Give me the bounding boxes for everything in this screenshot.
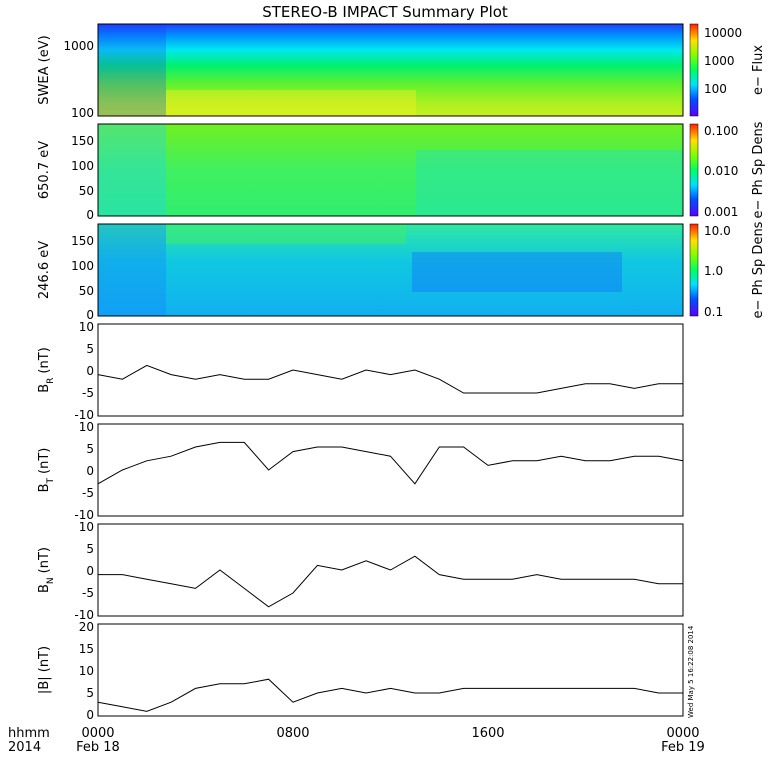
swea-high-flux-band [166, 90, 416, 116]
swea-early-dim [98, 24, 166, 116]
x-axis: hhmm 2014 0000 0800 1600 0000 Feb 18 Feb… [8, 726, 705, 755]
pad650-cbar-tick-0010: 0.010 [704, 164, 738, 178]
x-date-start: Feb 18 [76, 740, 120, 755]
swea-colorbar [689, 23, 699, 117]
swea-heatmap [98, 24, 683, 116]
swea-cbar-tick-100: 100 [704, 82, 727, 96]
pad650-colorbar [689, 123, 699, 217]
b-ytick-0: 0 [86, 708, 94, 722]
pad246-cbar-tick-01: 0.1 [704, 305, 723, 319]
bn-ytick-10: 10 [79, 520, 94, 534]
bn-series-line [98, 555, 683, 608]
pad650-late-band [416, 150, 683, 216]
x-year-label: 2014 [8, 740, 41, 755]
bn-panel: BN(nT) 10 5 0 -5 -10 [37, 520, 684, 622]
bn-ytick-m5: -5 [82, 586, 94, 600]
pad246-cbar-tick-1: 1.0 [704, 264, 723, 278]
br-series-line [97, 364, 683, 394]
br-ytick-10: 10 [79, 320, 94, 334]
bt-ylabel: BT(nT) [37, 448, 56, 493]
swea-cbar-tick-10000: 10000 [704, 26, 742, 40]
bt-ytick-m10: -10 [74, 508, 94, 522]
pad650-early-band [98, 124, 166, 216]
b-frame [97, 623, 684, 717]
b-panel: |B| (nT) 20 15 10 5 0 Wed May 5 16:22:08… [37, 620, 695, 722]
swea-ylabel: SWEA (eV) [37, 35, 52, 104]
br-ylabel: BR(nT) [37, 347, 56, 393]
pad246-frame [97, 223, 684, 317]
bt-ytick-m5: -5 [82, 486, 94, 500]
bt-ytick-10: 10 [79, 420, 94, 434]
pad246-cbar-tick-10: 10.0 [704, 224, 731, 238]
pad246-top-band [166, 224, 406, 244]
b-series-line [97, 678, 683, 712]
swea-ytick-100: 100 [71, 106, 94, 120]
pad650-ylabel: 650.7 eV [37, 141, 52, 199]
pad650-cbar-label: e− Ph Sp Dens [751, 121, 766, 218]
pad650-heatmap [98, 124, 683, 216]
pad246-early-band [98, 224, 166, 316]
b-ytick-5: 5 [86, 686, 94, 700]
pad246-cbar-label: e− Ph Sp Dens [751, 221, 766, 318]
bt-series-line [97, 441, 684, 485]
x-corner-label: hhmm [8, 726, 50, 741]
pad246-low-band [412, 252, 622, 292]
br-ytick-m10: -10 [74, 408, 94, 422]
swea-cbar-tick-1000: 1000 [704, 54, 735, 68]
swea-panel: SWEA (eV) 1000 100 10000 1000 100 e− Flu… [37, 23, 766, 120]
pad246-ytick-150: 150 [71, 234, 94, 248]
pad650-cbar-tick-0001: 0.001 [704, 205, 738, 219]
bt-frame [97, 423, 684, 517]
pad246-panel: 246.6 eV 150 100 50 0 10.0 1.0 0.1 e− Ph… [37, 221, 766, 322]
br-frame [97, 323, 684, 417]
plot-timestamp: Wed May 5 16:22:08 2014 [687, 625, 695, 718]
x-tick-0800: 0800 [276, 726, 309, 741]
swea-frame [97, 23, 684, 117]
br-ytick-m5: -5 [82, 386, 94, 400]
bt-panel: BT(nT) 10 5 0 -5 -10 [37, 420, 684, 522]
x-tick-1600: 1600 [471, 726, 504, 741]
b-ytick-20: 20 [79, 620, 94, 634]
br-ytick-5: 5 [86, 342, 94, 356]
x-tick-0000-end: 0000 [666, 726, 699, 741]
x-tick-0000-start: 0000 [81, 726, 114, 741]
bt-ytick-5: 5 [86, 442, 94, 456]
bn-ytick-5: 5 [86, 542, 94, 556]
plot-title: STEREO-B IMPACT Summary Plot [262, 3, 508, 21]
pad246-colorbar [689, 223, 699, 317]
pad246-ytick-50: 50 [79, 284, 94, 298]
b-ytick-15: 15 [79, 642, 94, 656]
pad650-panel: 650.7 eV 150 100 50 0 0.100 0.010 0.001 … [37, 121, 766, 222]
bn-ytick-m10: -10 [74, 608, 94, 622]
b-ytick-10: 10 [79, 664, 94, 678]
swea-cbar-label: e− Flux [751, 45, 766, 95]
bt-ytick-0: 0 [86, 464, 94, 478]
pad246-ytick-100: 100 [71, 259, 94, 273]
br-ytick-0: 0 [86, 364, 94, 378]
b-ylabel: |B| (nT) [37, 646, 52, 694]
pad246-heatmap [98, 224, 683, 316]
pad246-ytick-0: 0 [86, 308, 94, 322]
swea-ytick-1000: 1000 [63, 39, 94, 53]
bn-ylabel: BN(nT) [37, 547, 56, 593]
pad650-ytick-0: 0 [86, 208, 94, 222]
x-date-end: Feb 19 [661, 740, 705, 755]
pad246-ylabel: 246.6 eV [37, 241, 52, 299]
bn-ytick-0: 0 [86, 564, 94, 578]
pad650-ytick-100: 100 [71, 159, 94, 173]
pad650-frame [97, 123, 684, 217]
br-panel: BR(nT) 10 5 0 -5 -10 [37, 320, 684, 422]
pad650-ytick-50: 50 [79, 184, 94, 198]
pad650-ytick-150: 150 [71, 134, 94, 148]
pad650-cbar-tick-0100: 0.100 [704, 124, 738, 138]
